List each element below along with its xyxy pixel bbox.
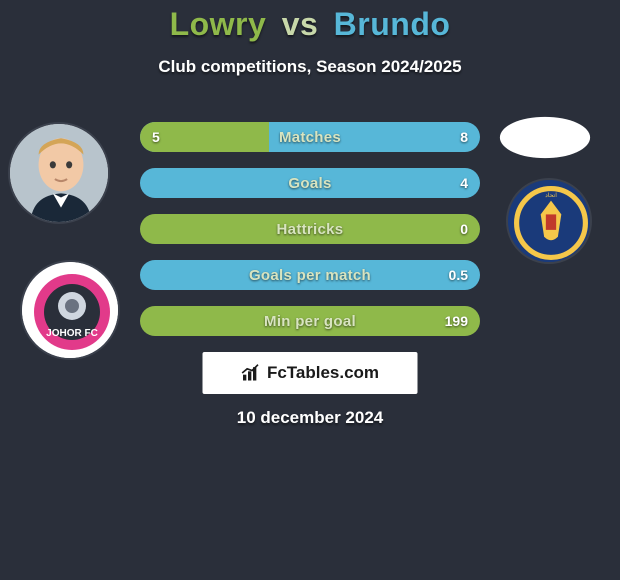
stat-value-right: 4 <box>460 168 468 198</box>
stat-row: Goals per match0.5 <box>140 260 480 290</box>
svg-text:اتحاد: اتحاد <box>545 192 557 199</box>
subtitle: Club competitions, Season 2024/2025 <box>0 57 620 77</box>
stat-label: Matches <box>140 122 480 152</box>
stat-label: Min per goal <box>140 306 480 336</box>
stat-label: Hattricks <box>140 214 480 244</box>
stat-value-right: 0.5 <box>449 260 468 290</box>
comparison-bars: 5Matches8 Goals4 Hattricks0 Goals per match… <box>140 122 480 352</box>
brand-badge: FcTables.com <box>203 352 418 394</box>
stat-row: Goals4 <box>140 168 480 198</box>
date-line: 10 december 2024 <box>0 408 620 428</box>
player1-name: Lowry <box>170 6 267 42</box>
comparison-title: Lowry vs Brundo <box>0 0 620 43</box>
brand-text: FcTables.com <box>267 363 379 383</box>
svg-text:JOHOR FC: JOHOR FC <box>46 328 98 339</box>
stat-value-right: 199 <box>445 306 468 336</box>
stat-label: Goals per match <box>140 260 480 290</box>
stat-label: Goals <box>140 168 480 198</box>
club1-badge: JOHOR FC <box>20 260 120 360</box>
stat-row: Hattricks0 <box>140 214 480 244</box>
stat-value-right: 8 <box>460 122 468 152</box>
stat-row: 5Matches8 <box>140 122 480 152</box>
stat-row: Min per goal199 <box>140 306 480 336</box>
player2-name: Brundo <box>334 6 451 42</box>
player2-avatar <box>498 114 592 161</box>
chart-icon <box>241 363 261 383</box>
stat-value-right: 0 <box>460 214 468 244</box>
player1-avatar <box>8 122 110 224</box>
club2-badge: اتحاد <box>506 178 592 264</box>
title-vs: vs <box>282 6 319 42</box>
